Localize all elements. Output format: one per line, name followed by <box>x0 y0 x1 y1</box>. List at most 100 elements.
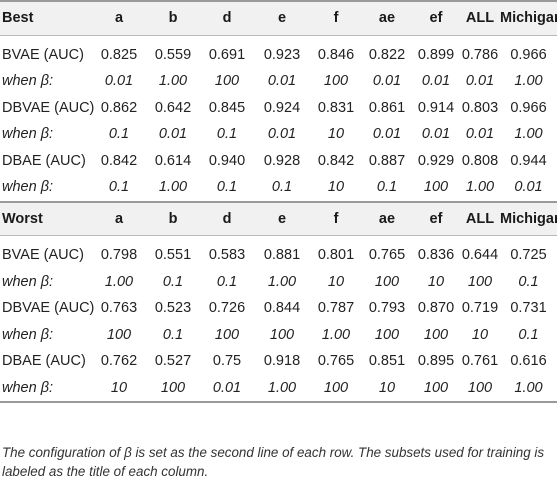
column-header: f <box>333 10 339 27</box>
table-cell: 0.762 <box>100 353 138 370</box>
table-cell: 0.899 <box>417 46 455 63</box>
table-cell: 10 <box>92 374 146 403</box>
column-header: f <box>333 210 339 227</box>
table-cell: 0.881 <box>263 247 301 264</box>
section-title: Worst <box>2 210 43 227</box>
column-header: ef <box>429 210 443 227</box>
table-cell: 1.00 <box>146 174 200 203</box>
column-header: b <box>168 210 178 227</box>
row-label: BVAE (AUC) <box>2 247 84 264</box>
table-cell: 0.928 <box>263 152 301 169</box>
table-cell: 0.642 <box>154 99 192 116</box>
column-header: ALL <box>465 10 495 27</box>
table-cell: 0.761 <box>461 353 499 370</box>
table-cell: 100 <box>214 73 240 90</box>
table-cell: 0.861 <box>368 99 406 116</box>
table-cell: 0.798 <box>100 247 138 264</box>
table-cell: 0.01 <box>500 174 557 203</box>
table-cell: 0.527 <box>154 353 192 370</box>
table-cell: 0.801 <box>317 247 355 264</box>
table-cell: 0.1 <box>92 174 146 203</box>
table-cell: 0.763 <box>100 300 138 317</box>
table-cell: 0.870 <box>417 300 455 317</box>
beta-config-row: when β: 0.01 1.00 100 0.01 100 0.01 0.01 0.01 1.0… <box>0 68 557 95</box>
auc-row: DBVAE (AUC) 0.862 0.642 0.845 0.924 0.831 0.86… <box>0 95 557 122</box>
table-cell: 0.01 <box>421 126 451 143</box>
table-cell: 0.846 <box>317 46 355 63</box>
auc-row: DBAE (AUC) 0.762 0.527 0.75 0.918 0.765 0.851 0… <box>0 348 557 375</box>
table-cell: 0.01 <box>200 374 254 403</box>
row-label: BVAE (AUC) <box>2 46 84 63</box>
table-cell: 0.614 <box>154 152 192 169</box>
column-header: d <box>222 210 232 227</box>
table-cell: 100 <box>106 326 132 343</box>
table-cell: 0.862 <box>100 99 138 116</box>
table-cell: 0.01 <box>158 126 188 143</box>
table-cell: 0.929 <box>417 152 455 169</box>
table-cell: 100 <box>467 273 493 290</box>
table-cell: 0.725 <box>510 247 547 264</box>
table-cell: 0.966 <box>510 46 547 63</box>
table-cell: 0.836 <box>417 247 455 264</box>
table-cell: 1.00 <box>460 174 500 203</box>
table-cell: 0.765 <box>368 247 406 264</box>
table-cell: 0.765 <box>317 353 355 370</box>
table-cell: 0.644 <box>461 247 499 264</box>
table-cell: 0.616 <box>510 353 547 370</box>
table-cell: 0.845 <box>208 99 246 116</box>
row-label: DBAE (AUC) <box>2 152 86 169</box>
section-header-row: Worst a b d e f ae ef ALL Michigan <box>0 201 557 236</box>
beta-config-row: when β: 100 0.1 100 100 1.00 100 100 10 0.1 <box>0 322 557 349</box>
table-cell: 0.1 <box>162 273 184 290</box>
results-table: Best a b d e f ae ef ALL Michigan BVAE (AUC) 0.825 0… <box>0 1 557 403</box>
table-cell: 10 <box>327 126 345 143</box>
table-cell: 0.924 <box>263 99 301 116</box>
row-label: DBVAE (AUC) <box>2 99 95 116</box>
column-header: Michigan <box>500 210 557 227</box>
table-cell: 0.559 <box>154 46 192 63</box>
table-cell: 0.731 <box>510 300 547 317</box>
table-footnote: The configuration of β is set as the sec… <box>2 445 545 479</box>
auc-row: DBAE (AUC) 0.842 0.614 0.940 0.928 0.842 0.887… <box>0 148 557 175</box>
table-cell: 10 <box>310 174 362 203</box>
table-cell: 100 <box>310 374 362 403</box>
table-cell: 10 <box>471 326 489 343</box>
row-label: DBAE (AUC) <box>2 353 86 370</box>
column-header: a <box>114 10 124 27</box>
table-cell: 0.851 <box>368 353 406 370</box>
column-header: a <box>114 210 124 227</box>
row-label: when β: <box>2 126 54 143</box>
table-cell: 0.831 <box>317 99 355 116</box>
table-cell: 0.803 <box>461 99 499 116</box>
table-cell: 100 <box>423 326 449 343</box>
table-cell: 0.793 <box>368 300 406 317</box>
table-cell: 1.00 <box>514 126 543 143</box>
table-cell: 0.940 <box>208 152 246 169</box>
table-cell: 0.01 <box>267 126 297 143</box>
table-cell: 100 <box>374 273 400 290</box>
column-header: ae <box>378 10 396 27</box>
table-cell: 1.00 <box>254 374 310 403</box>
table-cell: 0.551 <box>154 247 192 264</box>
table-cell: 0.75 <box>212 353 242 370</box>
table-cell: 1.00 <box>267 273 297 290</box>
column-header: ae <box>378 210 396 227</box>
section-title: Best <box>2 10 34 27</box>
row-label: when β: <box>2 273 54 290</box>
column-header: d <box>222 10 232 27</box>
table-cell: 0.1 <box>108 126 130 143</box>
column-header: e <box>277 210 287 227</box>
table-cell: 0.808 <box>461 152 499 169</box>
table-cell: 10 <box>427 273 445 290</box>
table-cell: 0.1 <box>518 326 539 343</box>
table-cell: 0.01 <box>267 73 297 90</box>
row-label: DBVAE (AUC) <box>2 300 95 317</box>
table-cell: 0.1 <box>216 273 238 290</box>
table-cell: 1.00 <box>158 73 188 90</box>
table-cell: 10 <box>362 374 412 403</box>
table-cell: 100 <box>374 326 400 343</box>
table-cell: 0.918 <box>263 353 301 370</box>
section-header-row: Best a b d e f ae ef ALL Michigan <box>0 1 557 35</box>
table-cell: 0.825 <box>100 46 138 63</box>
